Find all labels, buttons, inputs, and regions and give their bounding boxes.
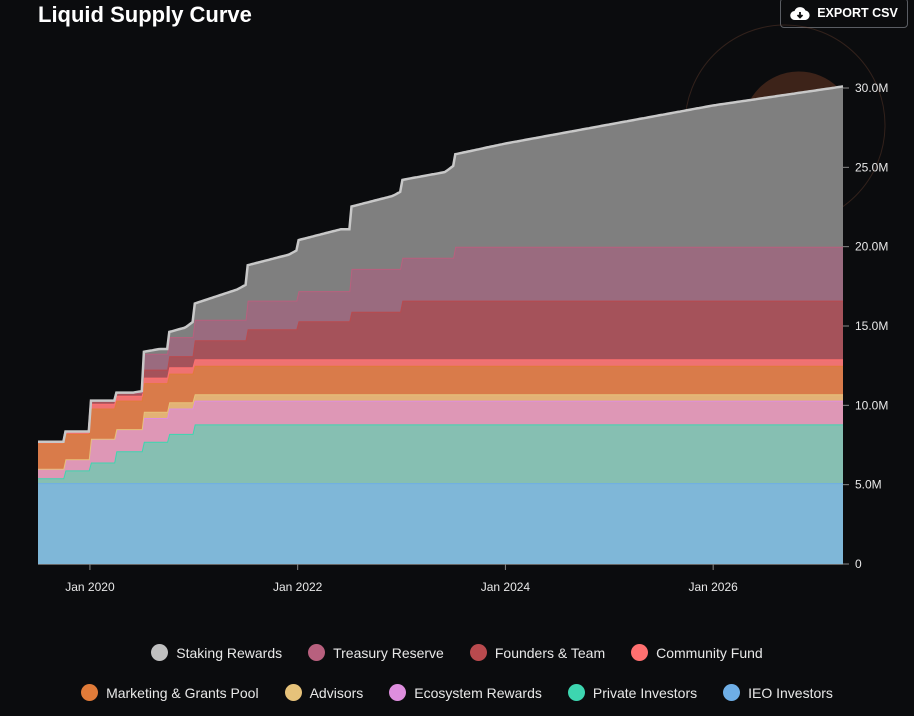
legend-item-marketing-grants-pool[interactable]: Marketing & Grants Pool (81, 684, 259, 701)
area-founders-team (38, 300, 843, 442)
x-tick-label: Jan 2026 (688, 580, 738, 594)
line-staking-rewards (38, 85, 844, 444)
legend-label: Staking Rewards (176, 644, 283, 661)
legend-item-ieo-investors[interactable]: IEO Investors (723, 684, 833, 701)
y-tick-label: 15.0M (855, 319, 888, 333)
legend-dot-icon (389, 684, 407, 701)
y-axis: 0 5.0M 10.0M 15.0M 20.0M 25.0M 30.0M (843, 81, 888, 571)
legend-label: Community Fund (656, 644, 763, 661)
series-areas (38, 85, 844, 564)
y-tick-label: 5.0M (855, 478, 882, 492)
legend-dot-icon (308, 644, 326, 661)
legend-dot-icon (81, 684, 99, 701)
cloud-download-icon (790, 6, 810, 20)
x-tick-label: Jan 2024 (481, 580, 531, 594)
legend-label: IEO Investors (748, 684, 833, 701)
legend-row-1: Staking Rewards Treasury Reserve Founders … (0, 644, 914, 661)
legend-item-ecosystem-rewards[interactable]: Ecosystem Rewards (389, 684, 542, 701)
y-tick-label: 30.0M (855, 81, 888, 95)
export-csv-button[interactable]: EXPORT CSV (780, 0, 908, 28)
legend-label: Marketing & Grants Pool (106, 684, 259, 701)
export-csv-label: EXPORT CSV (817, 6, 898, 20)
legend-label: Treasury Reserve (333, 644, 444, 661)
y-tick-label: 25.0M (855, 160, 888, 174)
legend-item-staking-rewards[interactable]: Staking Rewards (151, 644, 282, 661)
legend-dot-icon (151, 644, 169, 661)
legend-item-community-fund[interactable]: Community Fund (631, 644, 763, 661)
legend-dot-icon (631, 644, 649, 661)
area-staking-rewards (38, 86, 843, 442)
legend-label: Founders & Team (494, 644, 606, 661)
area-private-investors (38, 424, 843, 484)
y-tick-label: 20.0M (855, 240, 888, 254)
area-treasury-reserve (38, 246, 843, 442)
legend-label: Advisors (309, 684, 364, 701)
legend-item-private-investors[interactable]: Private Investors (567, 684, 698, 701)
legend-dot-icon (469, 644, 487, 661)
legend-dot-icon (567, 684, 585, 701)
x-tick-label: Jan 2022 (273, 580, 323, 594)
legend-dot-icon (723, 684, 741, 701)
legend-item-treasury-reserve[interactable]: Treasury Reserve (308, 644, 444, 661)
chart-title: Liquid Supply Curve (38, 2, 252, 27)
legend-dot-icon (284, 684, 302, 701)
legend-row-2: Marketing & Grants Pool Advisors Ecosystem… (0, 684, 914, 701)
x-tick-label: Jan 2020 (65, 580, 115, 594)
legend-item-advisors[interactable]: Advisors (284, 684, 364, 701)
y-tick-label: 10.0M (855, 398, 888, 412)
y-tick-label: 0 (855, 557, 862, 571)
area-ieo-investors (38, 483, 843, 564)
legend-label: Private Investors (592, 684, 698, 701)
legend-label: Ecosystem Rewards (414, 684, 542, 701)
area-ecosystem-rewards (38, 400, 843, 479)
x-axis: Jan 2020 Jan 2022 Jan 2024 Jan 2026 (38, 564, 843, 594)
legend-item-founders-team[interactable]: Founders & Team (469, 644, 606, 661)
area-marketing-grants-pool (38, 365, 843, 469)
